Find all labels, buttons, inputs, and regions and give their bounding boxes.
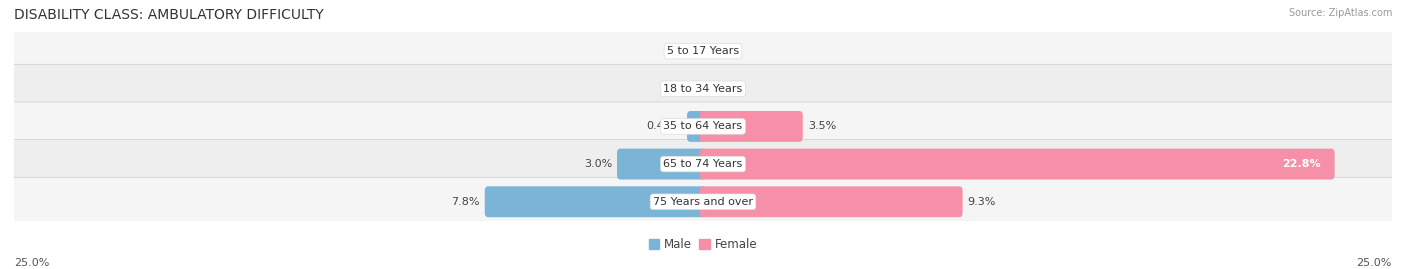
Legend: Male, Female: Male, Female bbox=[644, 234, 762, 256]
Text: 0.0%: 0.0% bbox=[711, 46, 740, 56]
Text: 18 to 34 Years: 18 to 34 Years bbox=[664, 84, 742, 94]
FancyBboxPatch shape bbox=[10, 27, 1396, 76]
Text: 65 to 74 Years: 65 to 74 Years bbox=[664, 159, 742, 169]
FancyBboxPatch shape bbox=[10, 177, 1396, 226]
Text: 22.8%: 22.8% bbox=[1282, 159, 1320, 169]
FancyBboxPatch shape bbox=[688, 111, 706, 142]
Text: DISABILITY CLASS: AMBULATORY DIFFICULTY: DISABILITY CLASS: AMBULATORY DIFFICULTY bbox=[14, 8, 323, 22]
FancyBboxPatch shape bbox=[10, 140, 1396, 189]
FancyBboxPatch shape bbox=[485, 186, 706, 217]
Text: 0.0%: 0.0% bbox=[666, 46, 695, 56]
Text: 35 to 64 Years: 35 to 64 Years bbox=[664, 121, 742, 132]
Text: 75 Years and over: 75 Years and over bbox=[652, 197, 754, 207]
FancyBboxPatch shape bbox=[10, 64, 1396, 113]
FancyBboxPatch shape bbox=[10, 102, 1396, 151]
FancyBboxPatch shape bbox=[700, 111, 803, 142]
Text: 7.8%: 7.8% bbox=[451, 197, 479, 207]
FancyBboxPatch shape bbox=[700, 186, 963, 217]
FancyBboxPatch shape bbox=[617, 149, 706, 179]
Text: Source: ZipAtlas.com: Source: ZipAtlas.com bbox=[1288, 8, 1392, 18]
Text: 9.3%: 9.3% bbox=[967, 197, 995, 207]
Text: 25.0%: 25.0% bbox=[14, 258, 49, 268]
FancyBboxPatch shape bbox=[700, 149, 1334, 179]
Text: 3.5%: 3.5% bbox=[807, 121, 837, 132]
Text: 3.0%: 3.0% bbox=[583, 159, 612, 169]
Text: 0.46%: 0.46% bbox=[647, 121, 682, 132]
Text: 5 to 17 Years: 5 to 17 Years bbox=[666, 46, 740, 56]
Text: 0.0%: 0.0% bbox=[711, 84, 740, 94]
Text: 25.0%: 25.0% bbox=[1357, 258, 1392, 268]
Text: 0.0%: 0.0% bbox=[666, 84, 695, 94]
